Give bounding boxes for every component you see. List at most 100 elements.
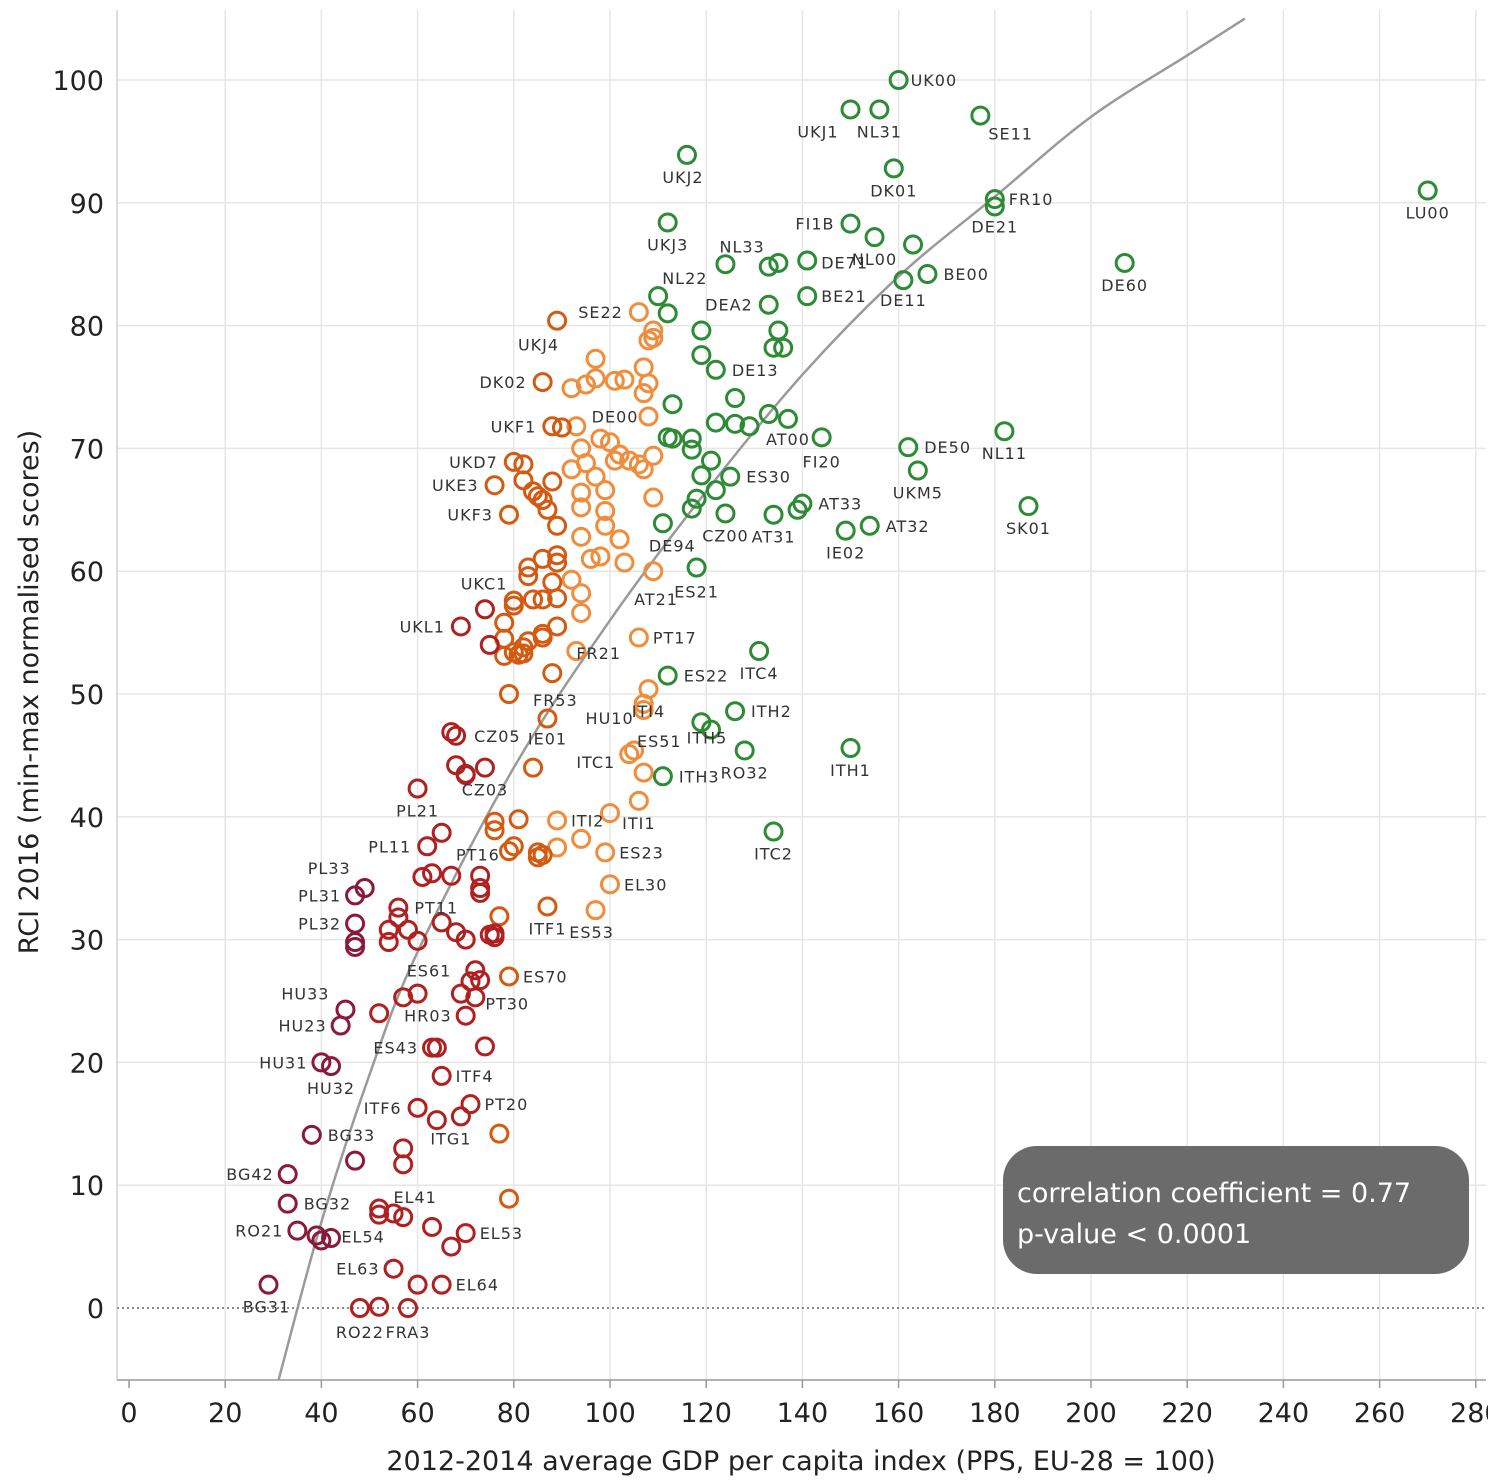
point-label-itf6: ITF6 [364, 1099, 402, 1118]
data-point [484, 820, 505, 841]
data-point [633, 699, 654, 720]
data-point [547, 552, 568, 573]
data-point [903, 234, 924, 255]
x-tick-label: 120 [680, 1398, 732, 1429]
y-tick-label: 90 [70, 189, 104, 220]
data-point [513, 643, 534, 664]
data-point [503, 595, 524, 616]
data-point [725, 388, 746, 409]
data-point [840, 99, 861, 120]
data-point [494, 645, 515, 666]
data-point [542, 572, 563, 593]
data-point [600, 432, 620, 453]
point-label-nl22: NL22 [662, 269, 707, 288]
data-point [470, 882, 491, 903]
data-point [720, 466, 741, 487]
data-point [474, 757, 495, 778]
data-point [393, 1138, 414, 1159]
data-point [715, 503, 736, 524]
point-label-el30: EL30 [624, 875, 667, 894]
x-tick-label: 80 [497, 1398, 531, 1429]
point-label-at21: AT21 [634, 590, 678, 609]
data-point [787, 499, 808, 520]
data-point [628, 627, 649, 648]
point-label-ukj1: UKJ1 [797, 122, 838, 141]
data-point [575, 374, 596, 395]
data-point [378, 932, 399, 953]
data-point [725, 701, 746, 722]
data-point [571, 602, 592, 623]
data-point [518, 566, 539, 587]
data-point [585, 900, 606, 921]
data-point [681, 498, 702, 519]
data-point [345, 913, 366, 934]
point-label-nl00: NL00 [852, 250, 897, 269]
data-point [547, 545, 568, 566]
point-label-iti4: ITI4 [632, 702, 665, 721]
data-point [600, 874, 620, 895]
data-point [551, 417, 572, 438]
data-point [489, 1123, 510, 1144]
data-point [566, 416, 587, 437]
data-point [686, 557, 707, 578]
data-point [614, 552, 635, 573]
data-point [287, 1220, 308, 1241]
data-point [527, 847, 548, 868]
point-label-ukc1: UKC1 [461, 574, 508, 593]
point-label-se22: SE22 [578, 303, 623, 322]
data-point [595, 480, 616, 501]
data-point [532, 548, 553, 569]
data-point [450, 616, 471, 637]
point-label-at32: AT32 [886, 517, 930, 536]
data-point [547, 810, 568, 831]
data-point [768, 320, 789, 341]
data-point [311, 1230, 332, 1251]
data-point [628, 790, 649, 811]
point-label-el41: EL41 [393, 1188, 436, 1207]
data-point [498, 841, 519, 862]
point-label-bg42: BG42 [226, 1165, 273, 1184]
point-label-fr53: FR53 [533, 691, 578, 710]
point-label-es30: ES30 [746, 468, 791, 487]
point-label-ukd7: UKD7 [449, 453, 498, 472]
data-point [859, 515, 880, 536]
data-point [652, 513, 673, 534]
correlation-coefficient-text: correlation coefficient = 0.77 [1017, 1178, 1412, 1209]
data-point [407, 930, 428, 951]
x-tick-label: 180 [969, 1398, 1021, 1429]
data-point [734, 740, 755, 761]
point-label-ith3: ITH3 [679, 767, 720, 786]
data-point [498, 684, 519, 704]
data-point [431, 822, 452, 843]
point-label-ith5: ITH5 [687, 729, 728, 748]
point-label-uke3: UKE3 [432, 476, 479, 495]
point-label-ukj3: UKJ3 [647, 235, 688, 254]
point-label-fi20: FI20 [802, 452, 840, 471]
point-label-ukj4: UKJ4 [518, 336, 559, 355]
y-axis-title: RCI 2016 (min-max normalised scores) [14, 430, 45, 954]
data-point [585, 348, 606, 369]
point-label-itf4: ITF4 [456, 1067, 494, 1086]
x-tick-label: 220 [1161, 1398, 1213, 1429]
data-point [590, 546, 611, 567]
point-label-pt17: PT17 [653, 629, 697, 648]
data-point [335, 999, 356, 1020]
data-point [474, 1036, 495, 1057]
data-point [277, 1164, 298, 1185]
data-point [465, 960, 486, 981]
data-point [763, 504, 784, 525]
data-point [633, 762, 654, 783]
data-point [1018, 496, 1039, 517]
data-point [441, 1236, 462, 1257]
x-tick-label: 100 [584, 1398, 636, 1429]
data-point [638, 406, 659, 427]
data-point [725, 413, 746, 434]
data-point [345, 885, 366, 906]
data-point [407, 778, 428, 799]
point-label-de13: DE13 [732, 361, 779, 380]
data-point [301, 1124, 322, 1145]
point-label-iti1: ITI1 [622, 814, 655, 833]
data-point [907, 460, 928, 481]
data-point [547, 616, 568, 637]
data-point [532, 627, 553, 648]
